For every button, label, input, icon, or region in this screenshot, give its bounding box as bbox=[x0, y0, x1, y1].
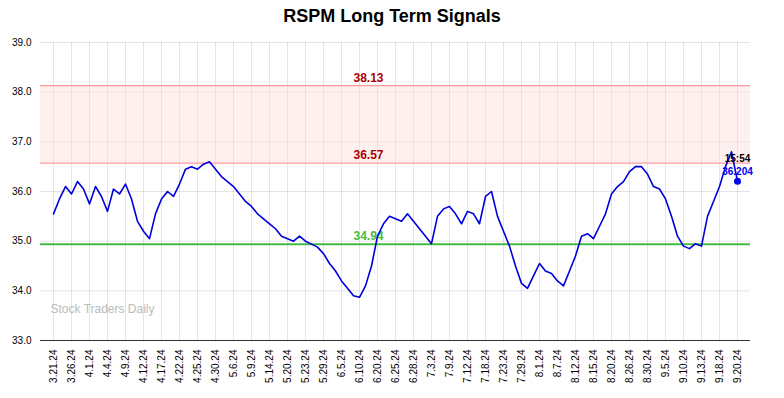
svg-text:8.1.24: 8.1.24 bbox=[534, 349, 545, 377]
svg-text:8.12.24: 8.12.24 bbox=[570, 349, 581, 383]
svg-text:5.14.24: 5.14.24 bbox=[264, 349, 275, 383]
svg-text:15:54: 15:54 bbox=[725, 153, 751, 164]
svg-text:5.29.24: 5.29.24 bbox=[318, 349, 329, 383]
svg-text:38.0: 38.0 bbox=[12, 86, 32, 97]
svg-text:9.18.24: 9.18.24 bbox=[714, 349, 725, 383]
svg-text:33.0: 33.0 bbox=[12, 335, 32, 346]
svg-text:5.20.24: 5.20.24 bbox=[282, 349, 293, 383]
svg-text:5.9.24: 5.9.24 bbox=[246, 349, 257, 377]
svg-text:4.30.24: 4.30.24 bbox=[210, 349, 221, 383]
svg-text:6.25.24: 6.25.24 bbox=[390, 349, 401, 383]
svg-text:7.3.24: 7.3.24 bbox=[426, 349, 437, 377]
svg-text:9.10.24: 9.10.24 bbox=[678, 349, 689, 383]
svg-text:5.6.24: 5.6.24 bbox=[228, 349, 239, 377]
svg-text:36.0: 36.0 bbox=[12, 186, 32, 197]
svg-text:4.17.24: 4.17.24 bbox=[156, 349, 167, 383]
svg-text:4.1.24: 4.1.24 bbox=[84, 349, 95, 377]
svg-text:6.10.24: 6.10.24 bbox=[354, 349, 365, 383]
svg-text:7.29.24: 7.29.24 bbox=[516, 349, 527, 383]
svg-text:3.26.24: 3.26.24 bbox=[66, 349, 77, 383]
html-text:RSPM Long Term Signals: RSPM Long Term Signals bbox=[283, 6, 501, 26]
svg-text:8.7.24: 8.7.24 bbox=[552, 349, 563, 377]
svg-text:Stock Traders Daily: Stock Traders Daily bbox=[51, 302, 155, 316]
svg-text:34.94: 34.94 bbox=[353, 229, 384, 243]
svg-text:8.15.24: 8.15.24 bbox=[588, 349, 599, 383]
svg-text:36.57: 36.57 bbox=[354, 148, 384, 162]
svg-text:8.30.24: 8.30.24 bbox=[642, 349, 653, 383]
svg-text:4.12.24: 4.12.24 bbox=[138, 349, 149, 383]
svg-text:6.5.24: 6.5.24 bbox=[336, 349, 347, 377]
svg-text:4.22.24: 4.22.24 bbox=[174, 349, 185, 383]
svg-text:37.0: 37.0 bbox=[12, 136, 32, 147]
svg-text:4.25.24: 4.25.24 bbox=[192, 349, 203, 383]
svg-text:36.204: 36.204 bbox=[722, 166, 753, 177]
svg-text:4.9.24: 4.9.24 bbox=[120, 349, 131, 377]
svg-text:9.13.24: 9.13.24 bbox=[696, 349, 707, 383]
svg-text:8.20.24: 8.20.24 bbox=[606, 349, 617, 383]
svg-text:7.12.24: 7.12.24 bbox=[462, 349, 473, 383]
svg-text:4.4.24: 4.4.24 bbox=[102, 349, 113, 377]
svg-text:9.20.24: 9.20.24 bbox=[732, 349, 743, 383]
svg-text:7.9.24: 7.9.24 bbox=[444, 349, 455, 377]
svg-text:8.26.24: 8.26.24 bbox=[624, 349, 635, 383]
svg-text:6.28.24: 6.28.24 bbox=[408, 349, 419, 383]
svg-text:34.0: 34.0 bbox=[12, 285, 32, 296]
svg-text:5.23.24: 5.23.24 bbox=[300, 349, 311, 383]
svg-text:39.0: 39.0 bbox=[12, 37, 32, 48]
svg-text:9.5.24: 9.5.24 bbox=[660, 349, 671, 377]
svg-text:35.0: 35.0 bbox=[12, 235, 32, 246]
svg-text:7.18.24: 7.18.24 bbox=[480, 349, 491, 383]
svg-text:3.21.24: 3.21.24 bbox=[48, 349, 59, 383]
svg-text:6.20.24: 6.20.24 bbox=[372, 349, 383, 383]
svg-text:7.23.24: 7.23.24 bbox=[498, 349, 509, 383]
svg-text:38.13: 38.13 bbox=[354, 71, 384, 85]
